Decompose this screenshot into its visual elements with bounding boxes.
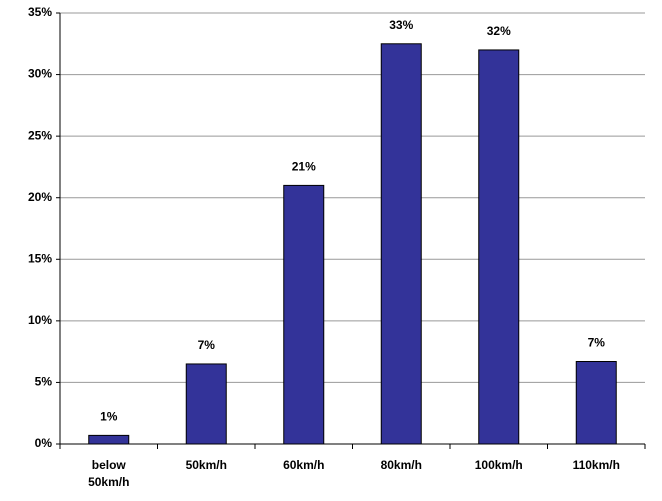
y-tick-label: 30% xyxy=(28,67,52,81)
data-label: 21% xyxy=(292,160,316,174)
x-tick-label: 60km/h xyxy=(283,458,325,472)
bar xyxy=(478,49,520,445)
y-tick-label: 15% xyxy=(28,251,52,265)
y-tick-label: 5% xyxy=(35,375,53,389)
data-label: 7% xyxy=(588,336,606,350)
y-tick-label: 25% xyxy=(28,128,52,142)
data-label: 1% xyxy=(100,410,118,424)
y-tick-label: 0% xyxy=(35,436,53,450)
x-tick-label: 80km/h xyxy=(380,458,422,472)
bar xyxy=(185,363,227,445)
bar xyxy=(88,434,130,445)
bar xyxy=(380,43,422,445)
data-label: 33% xyxy=(389,18,413,32)
y-tick-label: 20% xyxy=(28,190,52,204)
bar xyxy=(575,360,617,445)
x-tick-label: below 50km/h xyxy=(88,458,130,489)
x-tick-label: 110km/h xyxy=(572,458,620,472)
data-label: 7% xyxy=(198,338,216,352)
x-tick-label: 50km/h xyxy=(185,458,227,472)
y-tick-label: 35% xyxy=(28,5,52,19)
y-tick-label: 10% xyxy=(28,313,52,327)
x-tick-label: 100km/h xyxy=(474,458,523,472)
bar xyxy=(283,184,325,445)
data-label: 32% xyxy=(487,24,511,38)
